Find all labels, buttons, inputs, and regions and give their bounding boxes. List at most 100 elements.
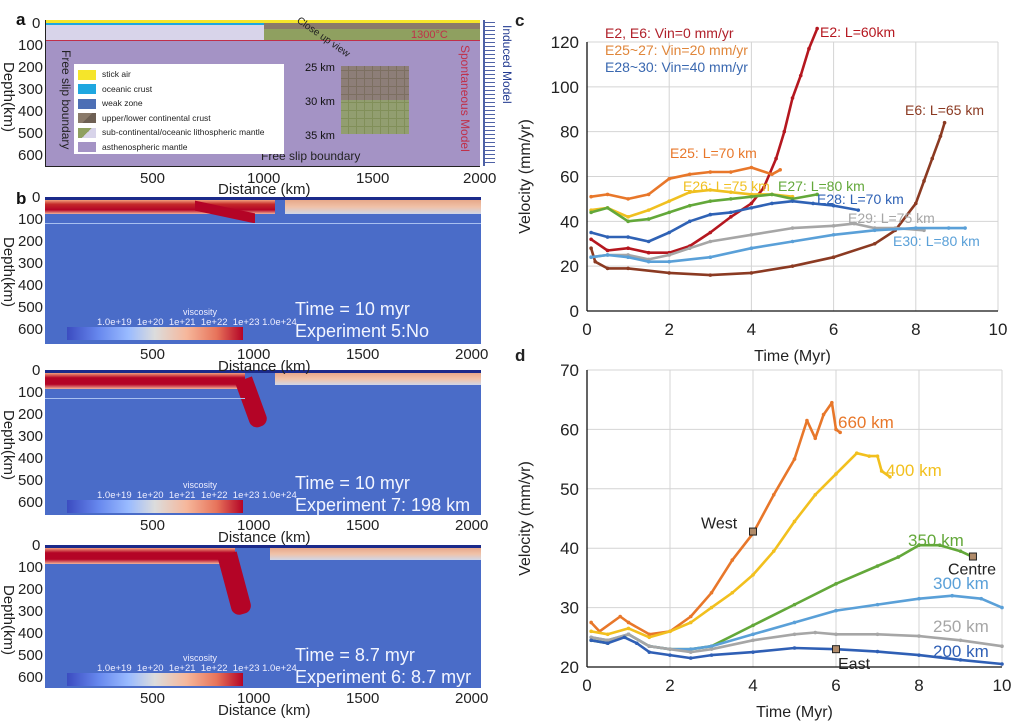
viscosity-snapshot: viscosity 1.0e+19 1e+20 1e+21 1e+22 1e+2… [45, 197, 481, 344]
data-point [730, 590, 735, 595]
data-point [792, 632, 797, 637]
x-tick-label: 4 [748, 676, 757, 695]
data-point [930, 156, 935, 161]
x-axis-title: Time (Myr) [754, 348, 831, 365]
data-point [668, 653, 672, 657]
y-tick-label: 50 [560, 480, 579, 499]
data-point [687, 246, 692, 251]
data-point [896, 555, 901, 559]
data-point [770, 172, 774, 177]
data-point [792, 620, 797, 625]
series-label: 660 km [838, 413, 894, 432]
depth-tick: 0 [32, 537, 41, 554]
distance-tick: 1500 [346, 690, 380, 707]
data-point [688, 620, 693, 625]
data-point [668, 647, 672, 651]
data-point [605, 253, 610, 257]
data-point [770, 201, 774, 206]
data-point [589, 230, 593, 235]
data-point [605, 192, 610, 197]
legend-box: stick air oceanic crust weak zone upper/… [74, 64, 284, 154]
snapshot-time: Time = 10 myr [295, 473, 410, 493]
left-boundary-label: Free slip boundary [59, 50, 73, 150]
data-point [667, 230, 671, 235]
y-tick-label: 0 [570, 302, 579, 321]
data-point [688, 614, 693, 619]
data-point [1000, 644, 1004, 649]
depth-axis-label: Depth(km) [0, 410, 17, 481]
data-point [938, 134, 943, 138]
x-axis-title: Time (Myr) [756, 704, 833, 721]
data-point [708, 230, 713, 235]
data-point [979, 596, 984, 601]
y-tick-label: 60 [560, 168, 579, 187]
data-point [872, 228, 877, 233]
depth-tick: 500 [18, 647, 44, 664]
data-point [605, 235, 610, 239]
data-point [605, 206, 610, 210]
data-point [942, 120, 947, 125]
data-point [647, 632, 652, 637]
data-point [622, 635, 627, 640]
marker-label: Centre [948, 562, 996, 579]
viscosity-snapshot: viscosity 1.0e+19 1e+20 1e+21 1e+22 1e+2… [45, 545, 481, 688]
data-point [790, 96, 795, 100]
closeup-depth: 35 km [305, 130, 335, 142]
colorbar-ticks: 1.0e+19 1e+20 1e+21 1e+22 1e+23 1.0e+24 [97, 663, 297, 674]
data-point [749, 271, 754, 275]
data-point [834, 427, 838, 432]
data-point [790, 199, 795, 203]
data-point [790, 239, 795, 244]
data-point [917, 596, 921, 601]
depth-tick: 300 [18, 255, 44, 272]
closeup-depth: 25 km [305, 62, 335, 74]
y-tick-label: 40 [560, 539, 579, 558]
data-point [751, 638, 755, 643]
series-line-e27-l-80-km [590, 193, 818, 223]
data-point [813, 630, 818, 635]
data-point [792, 519, 797, 524]
closeup-grid [341, 66, 409, 134]
series-line-e6-l-65-km [589, 122, 946, 277]
data-point [831, 203, 836, 208]
series-label: 250 km [933, 617, 989, 636]
distance-tick: 2000 [455, 346, 489, 363]
data-point [646, 239, 651, 244]
data-point [831, 224, 836, 228]
depth-tick: 100 [18, 211, 44, 228]
data-point [879, 469, 884, 473]
data-point [729, 190, 733, 194]
x-tick-label: 0 [582, 320, 591, 339]
x-tick-label: 2 [664, 320, 673, 339]
data-point [687, 219, 692, 224]
data-point [914, 226, 918, 230]
data-point [774, 156, 778, 161]
data-point [875, 632, 880, 637]
depth-tick: 100 [18, 559, 44, 576]
data-point [730, 558, 735, 562]
data-point [589, 194, 593, 199]
data-point [875, 564, 880, 568]
series-label: 200 km [933, 642, 989, 661]
marker-east [832, 645, 840, 654]
y-axis-title: Velocity (mm/yr) [517, 119, 534, 234]
depth-tick: 200 [18, 233, 44, 250]
data-point [709, 653, 714, 657]
data-point [958, 638, 963, 643]
data-point [963, 226, 967, 230]
data-point [872, 241, 877, 246]
data-point [626, 266, 630, 271]
data-point [950, 593, 954, 598]
data-point [618, 614, 622, 619]
series-line-e28-l-70-km [590, 199, 859, 243]
data-point [749, 194, 754, 199]
data-point [646, 208, 651, 212]
distance-tick: 500 [140, 690, 166, 707]
depth-tick: 400 [18, 277, 44, 294]
data-point [771, 549, 776, 553]
data-point [751, 573, 755, 577]
tick: 500 [18, 125, 44, 142]
data-point [946, 226, 951, 230]
distance-tick: 1500 [346, 346, 380, 363]
data-point [811, 201, 815, 206]
